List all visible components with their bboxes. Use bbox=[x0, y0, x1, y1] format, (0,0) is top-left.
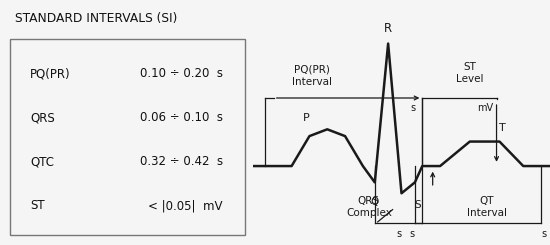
Text: mV: mV bbox=[477, 103, 493, 113]
Text: R: R bbox=[384, 22, 392, 35]
FancyBboxPatch shape bbox=[10, 39, 245, 235]
Text: Q: Q bbox=[371, 197, 379, 207]
Text: ST: ST bbox=[30, 199, 45, 212]
Text: PQ(PR)
Interval: PQ(PR) Interval bbox=[293, 65, 332, 87]
Text: S: S bbox=[415, 200, 421, 210]
Text: s: s bbox=[542, 229, 547, 239]
Text: QRS
Complex: QRS Complex bbox=[346, 196, 392, 218]
Text: QTC: QTC bbox=[30, 155, 54, 168]
Text: STANDARD INTERVALS (SI): STANDARD INTERVALS (SI) bbox=[15, 12, 178, 25]
Text: P: P bbox=[303, 112, 310, 122]
Text: s: s bbox=[409, 229, 415, 239]
Text: 0.06 ÷ 0.10  s: 0.06 ÷ 0.10 s bbox=[140, 111, 223, 124]
Text: ST
Level: ST Level bbox=[456, 62, 483, 84]
Text: 0.32 ÷ 0.42  s: 0.32 ÷ 0.42 s bbox=[140, 155, 223, 168]
Text: PQ(PR): PQ(PR) bbox=[30, 67, 71, 80]
Text: s: s bbox=[411, 103, 416, 113]
Text: 0.10 ÷ 0.20  s: 0.10 ÷ 0.20 s bbox=[140, 67, 223, 80]
Text: T: T bbox=[499, 123, 506, 133]
Text: s: s bbox=[396, 229, 401, 239]
Text: QT
Interval: QT Interval bbox=[467, 196, 507, 218]
Text: < |0.05|  mV: < |0.05| mV bbox=[148, 199, 223, 212]
Text: QRS: QRS bbox=[30, 111, 55, 124]
